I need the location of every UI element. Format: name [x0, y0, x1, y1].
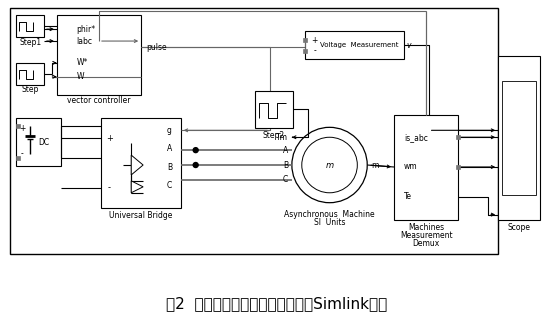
Circle shape	[302, 137, 357, 193]
Text: Measurement: Measurement	[400, 231, 452, 240]
Text: +: +	[311, 36, 318, 45]
Bar	[16, 156, 20, 160]
Text: pulse: pulse	[146, 43, 166, 52]
Text: Machines: Machines	[408, 223, 444, 232]
Text: +: +	[19, 124, 25, 133]
Bar	[255, 91, 293, 128]
Text: Step: Step	[22, 85, 39, 94]
Text: B: B	[283, 161, 288, 169]
Text: -: -	[21, 150, 24, 159]
Text: A: A	[167, 144, 172, 153]
Text: -: -	[314, 47, 316, 56]
Text: v: v	[407, 41, 411, 50]
Bar	[456, 135, 461, 139]
Text: g: g	[167, 126, 172, 135]
Text: Asynchronous  Machine: Asynchronous Machine	[284, 210, 375, 219]
Text: Te: Te	[404, 192, 412, 201]
Bar	[16, 119, 61, 166]
Bar	[456, 165, 461, 169]
Text: W: W	[77, 72, 84, 81]
Bar	[16, 15, 44, 37]
Text: -: -	[108, 183, 111, 192]
Text: SI  Units: SI Units	[314, 218, 345, 227]
Text: Iabc: Iabc	[77, 37, 93, 46]
Text: vector controller: vector controller	[67, 96, 131, 105]
Bar	[305, 31, 404, 59]
Text: C: C	[283, 175, 288, 184]
Polygon shape	[131, 155, 143, 175]
Bar	[11, 8, 498, 254]
Circle shape	[193, 163, 198, 167]
Text: 图2  异步电动机矢量控制调速系统Simlink模型: 图2 异步电动机矢量控制调速系统Simlink模型	[166, 296, 387, 311]
Bar	[16, 124, 20, 128]
Text: m: m	[326, 161, 333, 169]
Text: wm: wm	[404, 163, 418, 171]
Text: +: +	[106, 134, 113, 143]
Text: is_abc: is_abc	[404, 133, 428, 142]
Text: Voltage  Measurement: Voltage Measurement	[320, 42, 399, 48]
Bar	[16, 63, 44, 85]
Bar	[303, 38, 307, 42]
Bar	[394, 116, 458, 219]
Text: C: C	[167, 181, 172, 190]
Text: B: B	[167, 164, 172, 172]
Bar	[303, 49, 307, 53]
Text: Demux: Demux	[413, 239, 440, 248]
Text: Step1: Step1	[19, 38, 41, 47]
Text: phir*: phir*	[77, 25, 96, 34]
Text: W*: W*	[77, 58, 88, 67]
Text: Tm: Tm	[276, 133, 288, 142]
Text: A: A	[283, 146, 288, 155]
Polygon shape	[131, 181, 143, 193]
Bar	[498, 56, 540, 219]
Text: m: m	[371, 161, 379, 169]
Text: Step2: Step2	[263, 131, 285, 140]
Circle shape	[193, 148, 198, 153]
Bar	[101, 119, 181, 208]
Circle shape	[292, 127, 367, 203]
Text: DC: DC	[38, 138, 49, 147]
Text: Scope: Scope	[508, 223, 530, 232]
Bar	[502, 81, 536, 195]
Text: Universal Bridge: Universal Bridge	[109, 211, 173, 220]
Bar	[57, 15, 141, 95]
